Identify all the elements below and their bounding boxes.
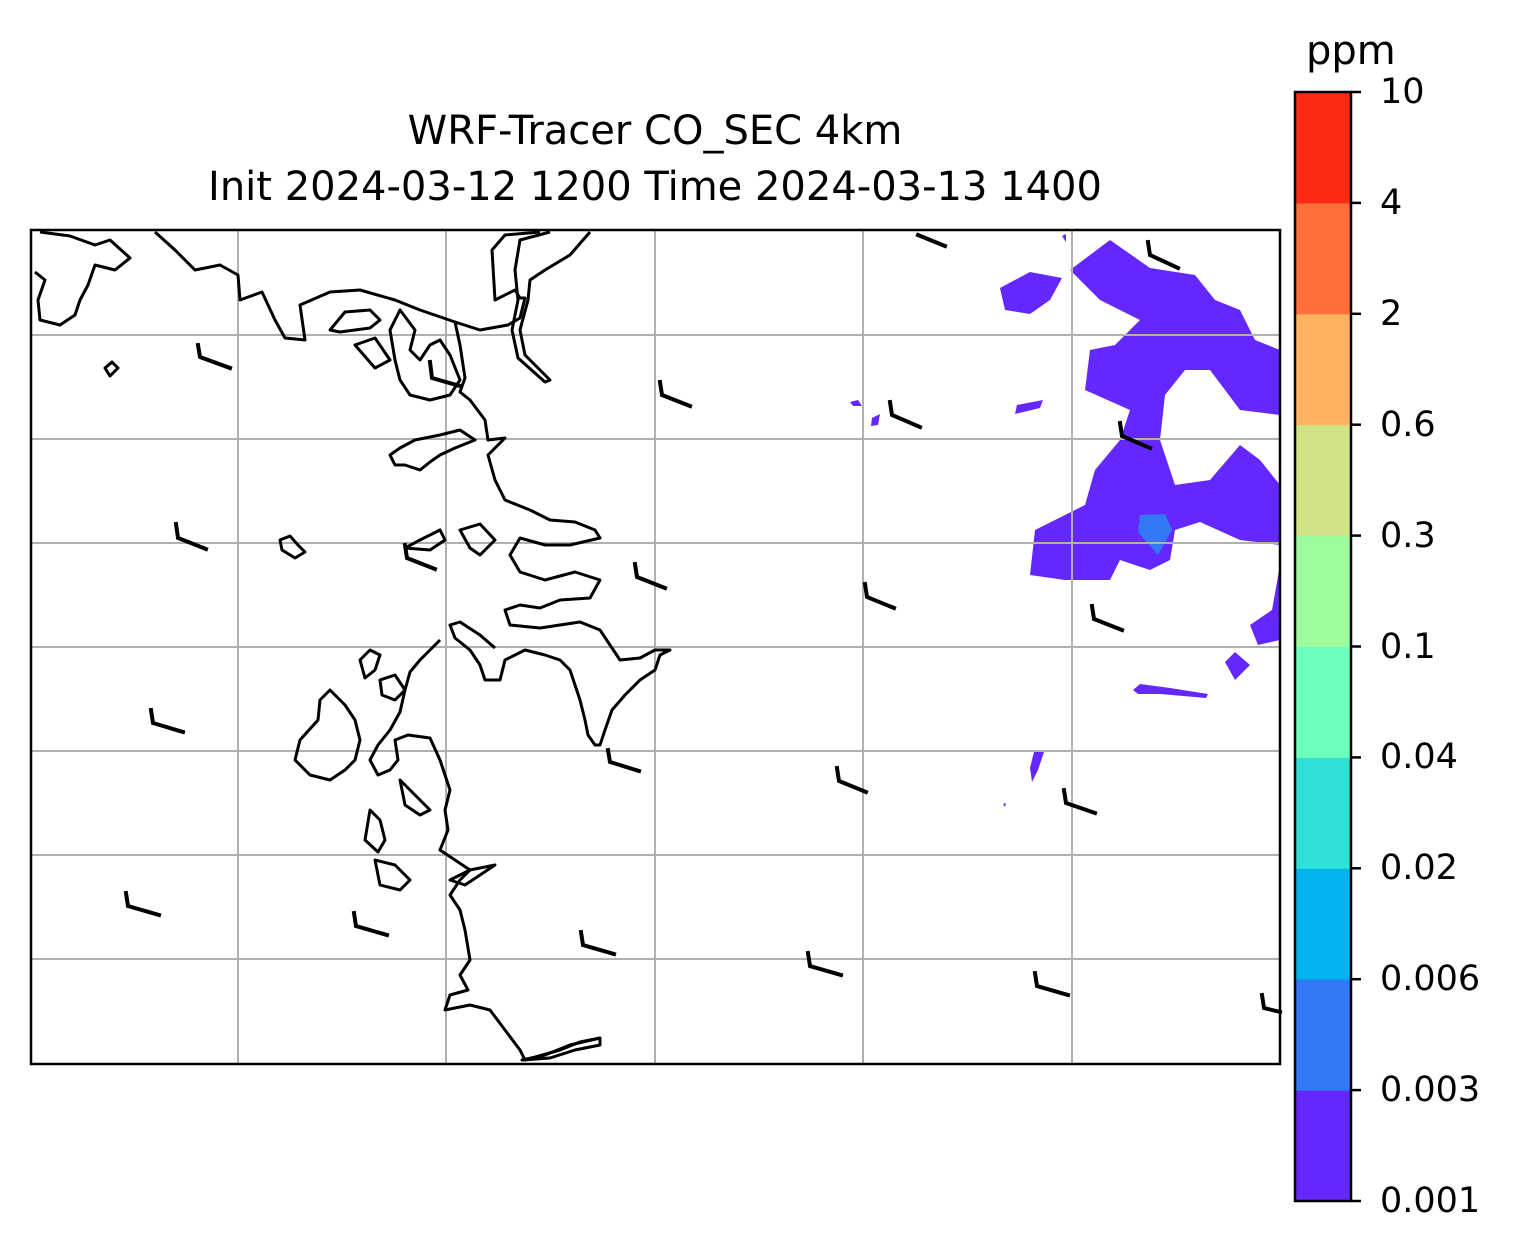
wind-barb: [1145, 239, 1181, 271]
map-title-line1: WRF-Tracer CO_SEC 4km: [407, 108, 903, 154]
colorbar-tick-label: 0.001: [1380, 1181, 1481, 1221]
wind-barb: [1089, 603, 1125, 633]
tracer-small-west: [1015, 400, 1043, 414]
wind-barb: [915, 232, 948, 249]
tracer-patch-east: [1250, 565, 1280, 645]
coastline-inlet-1: [328, 308, 382, 334]
wind-barb: [1259, 992, 1283, 1015]
colorbar-band: [1295, 646, 1351, 758]
wind-barb: [887, 399, 923, 430]
colorbar-ticks: [1351, 90, 1361, 1203]
wind-barb: [351, 910, 390, 938]
tracer-peak-0.003: [1138, 514, 1172, 555]
colorbar-band: [1295, 757, 1351, 869]
wind-barb: [148, 707, 186, 735]
wind-barb: [605, 747, 642, 774]
wind-barb: [402, 542, 438, 572]
wind-barb: [427, 359, 463, 389]
colorbar-band: [1295, 92, 1351, 204]
tracer-plume-main: [1030, 240, 1280, 580]
coastline-central: [448, 321, 672, 747]
tracer-sliver-south: [1030, 752, 1044, 782]
colorbar-tick-label: 2: [1380, 293, 1403, 334]
wind-barb: [657, 379, 693, 409]
colorbar-band: [1295, 979, 1351, 1091]
wind-barb: [173, 521, 209, 552]
coastline-southwest: [368, 638, 601, 1062]
tracer-field: [850, 234, 1280, 807]
wind-barb: [123, 890, 162, 918]
tracer-dots: [850, 234, 1066, 807]
tracer-patch-southeast: [1225, 652, 1250, 680]
colorbar-tick-label: 0.3: [1380, 515, 1436, 556]
colorbar-band: [1295, 313, 1351, 426]
coastline-islands: [103, 360, 497, 560]
wind-barb: [195, 342, 233, 371]
colorbar-band: [1295, 202, 1351, 315]
wind-barb: [834, 765, 869, 795]
wind-barb: [632, 561, 668, 591]
colorbar-tick-label: 10: [1380, 72, 1425, 112]
coastline-southeast-arm: [448, 863, 602, 1062]
coastline-west-inlets: [358, 648, 432, 892]
colorbar-tick-label: 4: [1380, 182, 1403, 223]
wind-barb: [1032, 970, 1071, 998]
wind-barb: [1061, 787, 1098, 816]
colorbar-tick-label: 0.02: [1380, 848, 1458, 889]
map-border: [29, 228, 1282, 1066]
coastline-inlet-2: [353, 336, 392, 370]
coastlines: [34, 230, 672, 1062]
coastline-west-peninsula: [293, 688, 362, 782]
colorbar-band: [1295, 1090, 1351, 1202]
colorbar-band: [1295, 535, 1351, 647]
coastline-north: [34, 230, 132, 327]
wind-barb: [862, 581, 897, 611]
colorbar-tick-label: 0.1: [1380, 626, 1436, 667]
colorbar: [1295, 92, 1351, 1202]
colorbar-band: [1295, 424, 1351, 537]
coastline-bay: [388, 428, 477, 472]
colorbar-tick-label: 0.003: [1380, 1070, 1481, 1111]
coastline-channel: [510, 230, 592, 384]
coastline-north-2: [153, 230, 541, 342]
tracer-patch-north: [1000, 272, 1062, 314]
wind-barb: [578, 929, 617, 957]
colorbar-tick-label: 0.6: [1380, 404, 1436, 445]
tracer-strip: [1133, 684, 1208, 698]
wind-barb: [1117, 420, 1153, 451]
colorbar-tick-label: 0.04: [1380, 737, 1458, 778]
wind-barb: [805, 950, 844, 978]
wind-barbs: [123, 232, 1283, 1015]
colorbar-band: [1295, 868, 1351, 980]
map-gridlines: [31, 230, 1280, 1064]
coastline-west-lobe: [388, 308, 462, 402]
map-title-line2: Init 2024-03-12 1200 Time 2024-03-13 140…: [208, 164, 1102, 210]
colorbar-tick-label: 0.006: [1380, 959, 1481, 1000]
colorbar-unit-label: ppm: [1306, 28, 1396, 74]
